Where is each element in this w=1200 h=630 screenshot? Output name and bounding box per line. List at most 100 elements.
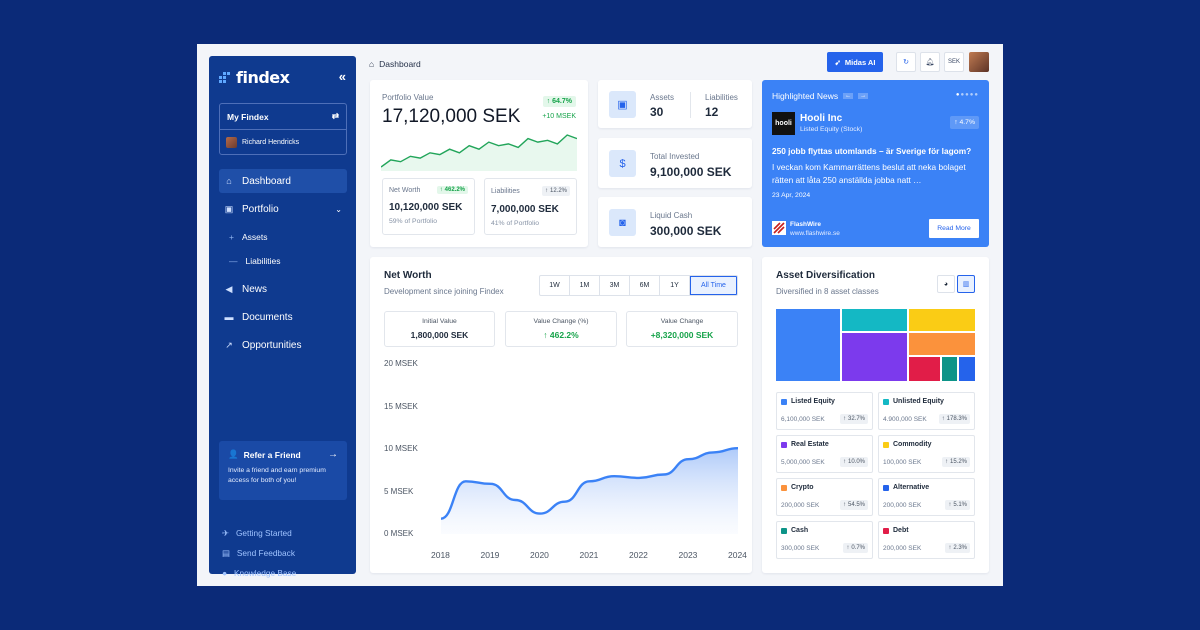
link-label: Getting Started <box>235 528 292 538</box>
notifications-button[interactable]: 🔔︎ <box>920 52 940 72</box>
next-news-icon[interactable]: → <box>858 93 869 99</box>
user-avatar[interactable] <box>969 52 989 72</box>
net-worth-label: Net Worth <box>389 186 421 194</box>
midas-ai-button[interactable]: ➹ Midas AI <box>827 52 883 72</box>
y-tick-label: 15 MSEK <box>384 401 418 411</box>
asset-class-change: ↑ 10.0% <box>839 457 868 467</box>
sidebar-item-news[interactable]: ◀ News <box>219 277 347 301</box>
sidebar-item-portfolio[interactable]: ▣ Portfolio ⌄ <box>219 197 347 221</box>
assets-count: 30 <box>650 105 664 119</box>
flashwire-logo <box>772 221 786 235</box>
net-worth-line <box>440 446 739 520</box>
home-icon[interactable]: ⌂ <box>369 59 375 69</box>
chevron-down-icon: ⌄ <box>335 204 342 214</box>
range-tab-3m[interactable]: 3M <box>600 276 630 295</box>
badge-value: 4.7% <box>959 119 976 126</box>
range-tab-all-time[interactable]: All Time <box>690 276 737 295</box>
treemap-unlisted-equity[interactable] <box>842 309 907 331</box>
liabilities-box: Liabilities ↑ 12.2% 7,000,000 SEK 41% of … <box>484 178 577 235</box>
refer-a-friend-card[interactable]: 👤 Refer a Friend → Invite a friend and ear… <box>219 441 347 500</box>
knowledge-base-link[interactable]: ● Knowledge Base <box>222 563 342 583</box>
asset-class-value: 5,000,000 SEK <box>781 458 825 466</box>
range-tab-1m[interactable]: 1M <box>570 276 600 295</box>
asset-diversification-card: Asset Diversification Diversified in 8 a… <box>762 257 989 573</box>
pie-view-button[interactable]: ◕ <box>937 275 955 293</box>
treemap-cash[interactable] <box>942 357 957 381</box>
collapse-sidebar-icon[interactable]: « <box>338 69 346 84</box>
send-feedback-link[interactable]: ▤ Send Feedback <box>222 543 342 563</box>
initial-value-stat: Initial Value 1,800,000 SEK <box>384 311 495 347</box>
asset-class-listed-equity[interactable]: Listed Equity 6,100,000 SEK ↑ 32.7% <box>776 392 873 430</box>
asset-class-name: Debt <box>893 527 909 534</box>
net-worth-box: Net Worth ↑ 462.2% 10,120,000 SEK 59% of … <box>382 178 475 235</box>
sidebar-item-label: News <box>242 283 268 295</box>
treemap-debt[interactable] <box>909 357 940 381</box>
asset-class-crypto[interactable]: Crypto 200,000 SEK ↑ 54.5% <box>776 478 873 516</box>
divider <box>690 92 691 118</box>
y-tick-label: 0 MSEK <box>384 529 414 538</box>
asset-class-debt[interactable]: Debt 200,000 SEK ↑ 2.3% <box>878 521 975 559</box>
range-tab-1w[interactable]: 1W <box>540 276 570 295</box>
x-tick-label: 2019 <box>480 550 500 560</box>
bell-icon: 🔔︎ <box>925 59 935 66</box>
getting-started-link[interactable]: ✈ Getting Started <box>222 523 342 543</box>
sidebar-item-dashboard[interactable]: ⌂ Dashboard <box>219 169 347 193</box>
switch-icon[interactable]: ⇄ <box>331 111 339 121</box>
company-change-badge: ↑ 4.7% <box>950 116 979 129</box>
prev-news-icon[interactable]: ← <box>843 93 854 99</box>
app-window: findex « My Findex ⇄ Richard Hendricks ⌂ D… <box>197 44 1003 586</box>
portfolio-change-badge: ↑ 64.7% <box>542 96 576 107</box>
assets-label: Assets <box>650 93 675 102</box>
refresh-button[interactable]: ↻ <box>896 52 916 72</box>
range-tab-1y[interactable]: 1Y <box>660 276 690 295</box>
company-name[interactable]: Hooli Inc <box>800 113 843 124</box>
megaphone-icon: ◀ <box>225 283 233 294</box>
logo[interactable]: findex <box>219 68 290 87</box>
cash-value: 300,000 SEK <box>650 224 722 238</box>
asset-class-icon <box>781 441 787 448</box>
news-date: 23 Apr, 2024 <box>772 192 811 199</box>
arrow-up-icon: ↑ <box>546 98 551 105</box>
brand-name: findex <box>236 68 290 87</box>
treemap-alternative[interactable] <box>959 357 975 381</box>
asset-class-name: Real Estate <box>791 441 829 448</box>
portfolio-sparkline <box>381 134 577 171</box>
my-findex-label: My Findex <box>227 111 269 122</box>
net-worth-chart[interactable] <box>370 257 752 573</box>
asset-count-card[interactable]: ▣ Assets 30 Liabilities 12 <box>598 80 752 128</box>
range-tab-6m[interactable]: 6M <box>630 276 660 295</box>
news-headline[interactable]: 250 jobb flyttas utomlands – är Sverige … <box>772 146 972 156</box>
stat-label: Initial Value <box>422 318 457 325</box>
arrow-right-icon[interactable]: → <box>328 449 338 460</box>
treemap-view-button[interactable]: ▥ <box>957 275 975 293</box>
asset-class-alternative[interactable]: Alternative 200,000 SEK ↑ 5.1% <box>878 478 975 516</box>
stat-label: Value Change (%) <box>533 318 589 325</box>
sidebar-item-documents[interactable]: ▬ Documents <box>219 305 347 329</box>
sidebar-subitem-assets[interactable]: + Assets <box>219 225 347 249</box>
refresh-icon: ↻ <box>903 59 909 66</box>
cash-label: Liquid Cash <box>650 211 693 220</box>
asset-class-commodity[interactable]: Commodity 100,000 SEK ↑ 15.2% <box>878 435 975 473</box>
carousel-dots[interactable]: ●●●●● <box>955 92 979 98</box>
treemap-real-estate[interactable] <box>842 333 907 381</box>
read-more-button[interactable]: Read More <box>929 219 979 238</box>
news-source-url[interactable]: www.flashwire.se <box>790 230 840 237</box>
asset-class-cash[interactable]: Cash 300,000 SEK ↑ 0.7% <box>776 521 873 559</box>
net-worth-badge: ↑ 462.2% <box>436 186 468 194</box>
asset-class-unlisted-equity[interactable]: Unlisted Equity 4.900,000 SEK ↑ 178.3% <box>878 392 975 430</box>
badge-value: 178.3% <box>946 416 967 422</box>
account-switcher[interactable]: My Findex ⇄ Richard Hendricks <box>219 103 347 155</box>
asset-class-name: Alternative <box>893 484 930 491</box>
asset-class-real-estate[interactable]: Real Estate 5,000,000 SEK ↑ 10.0% <box>776 435 873 473</box>
treemap-crypto[interactable] <box>909 333 975 355</box>
liquid-cash-card: ◙ Liquid Cash 300,000 SEK <box>598 197 752 247</box>
asset-class-icon <box>781 527 787 534</box>
treemap[interactable] <box>776 309 975 381</box>
currency-button[interactable]: SEK <box>944 52 964 72</box>
treemap-commodity[interactable] <box>909 309 975 331</box>
treemap-listed-equity[interactable] <box>776 309 840 381</box>
sidebar-item-opportunities[interactable]: ↗ Opportunities <box>219 333 347 357</box>
liabilities-count: 12 <box>705 105 719 119</box>
sidebar-subitem-liabilities[interactable]: — Liabilities <box>219 249 347 273</box>
stat-value: ↑ 462.2% <box>543 330 579 340</box>
